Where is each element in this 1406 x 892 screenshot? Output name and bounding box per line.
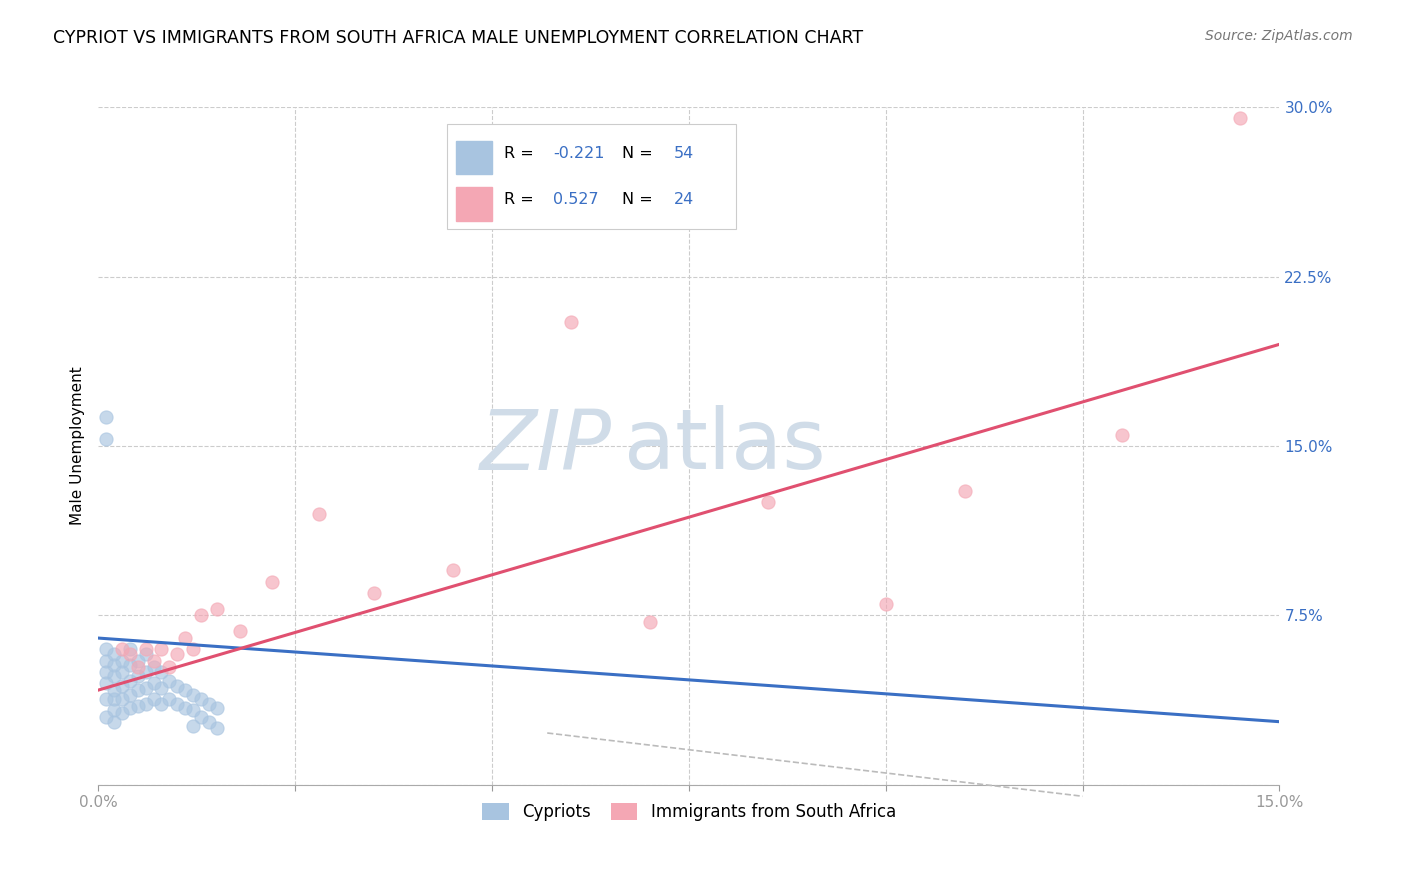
Point [127, 683, 149, 698]
Point [205, 701, 228, 715]
Point [135, 647, 157, 661]
Point [197, 697, 219, 711]
Point [150, 665, 173, 679]
Point [111, 642, 134, 657]
Point [96, 409, 118, 424]
Point [441, 563, 464, 577]
Point [157, 660, 180, 674]
Point [103, 669, 125, 683]
Text: ZIP: ZIP [481, 406, 612, 486]
Point [96, 654, 118, 668]
Point [96, 642, 118, 657]
Point [1229, 112, 1251, 126]
Point [308, 507, 330, 521]
Point [142, 654, 165, 668]
Point [127, 669, 149, 683]
Bar [457, 141, 492, 175]
Point [127, 660, 149, 674]
Point [190, 692, 212, 706]
Point [166, 647, 188, 661]
Text: atlas: atlas [624, 406, 825, 486]
Point [205, 601, 228, 615]
FancyBboxPatch shape [447, 124, 737, 229]
Point [111, 706, 134, 720]
Point [103, 658, 125, 673]
Point [111, 679, 134, 693]
Point [118, 673, 141, 688]
Point [560, 315, 582, 329]
Point [127, 654, 149, 668]
Point [118, 647, 141, 661]
Point [174, 683, 197, 698]
Point [142, 676, 165, 690]
Point [103, 683, 125, 698]
Point [103, 703, 125, 717]
Point [150, 642, 173, 657]
Point [181, 688, 204, 702]
Point [150, 697, 173, 711]
Point [638, 615, 661, 630]
Point [157, 673, 180, 688]
Text: N =: N = [621, 192, 658, 207]
Point [1111, 427, 1133, 442]
Point [96, 710, 118, 724]
Text: R =: R = [503, 146, 538, 161]
Y-axis label: Male Unemployment: Male Unemployment [69, 367, 84, 525]
Legend: Cypriots, Immigrants from South Africa: Cypriots, Immigrants from South Africa [475, 796, 903, 828]
Bar [457, 187, 492, 220]
Point [103, 647, 125, 661]
Point [875, 597, 897, 611]
Point [197, 714, 219, 729]
Text: N =: N = [621, 146, 658, 161]
Text: 24: 24 [673, 192, 693, 207]
Point [127, 698, 149, 713]
Point [118, 658, 141, 673]
Point [118, 642, 141, 657]
Point [363, 586, 385, 600]
Point [96, 665, 118, 679]
Point [174, 631, 197, 645]
Text: -0.221: -0.221 [553, 146, 605, 161]
Point [229, 624, 252, 639]
Point [205, 722, 228, 736]
Point [103, 692, 125, 706]
Point [111, 692, 134, 706]
Point [96, 692, 118, 706]
Point [756, 495, 779, 509]
Point [96, 432, 118, 446]
Point [174, 701, 197, 715]
Text: CYPRIOT VS IMMIGRANTS FROM SOUTH AFRICA MALE UNEMPLOYMENT CORRELATION CHART: CYPRIOT VS IMMIGRANTS FROM SOUTH AFRICA … [53, 29, 863, 46]
Point [118, 701, 141, 715]
Text: Source: ZipAtlas.com: Source: ZipAtlas.com [1205, 29, 1353, 43]
Point [135, 642, 157, 657]
Point [166, 697, 188, 711]
Point [111, 654, 134, 668]
Point [190, 710, 212, 724]
Point [135, 681, 157, 695]
Text: 0.527: 0.527 [553, 192, 599, 207]
Point [142, 660, 165, 674]
Point [150, 681, 173, 695]
Point [96, 676, 118, 690]
Point [260, 574, 283, 589]
Point [166, 679, 188, 693]
Point [181, 719, 204, 733]
Point [142, 692, 165, 706]
Point [181, 703, 204, 717]
Point [953, 484, 976, 499]
Point [190, 608, 212, 623]
Point [118, 688, 141, 702]
Point [103, 714, 125, 729]
Point [135, 697, 157, 711]
Point [157, 692, 180, 706]
Text: R =: R = [503, 192, 538, 207]
Point [111, 665, 134, 679]
Text: 54: 54 [673, 146, 693, 161]
Point [181, 642, 204, 657]
Point [135, 665, 157, 679]
